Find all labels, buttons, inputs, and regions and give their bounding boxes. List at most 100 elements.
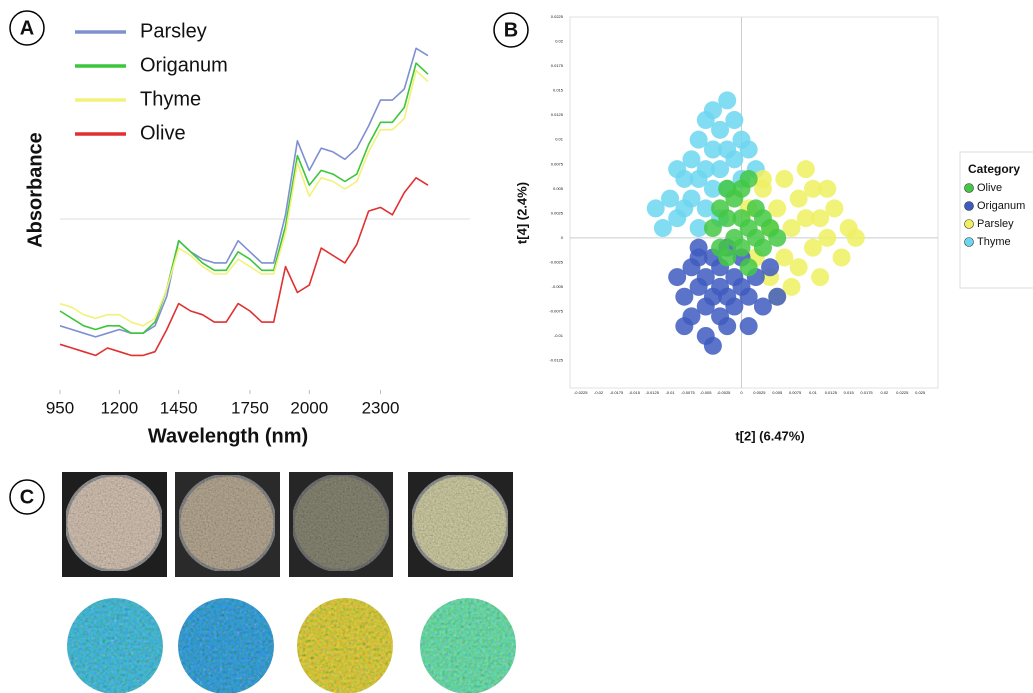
heat-maps <box>67 598 516 693</box>
legend-label: Olive <box>140 122 186 144</box>
legend-swatch <box>965 238 974 247</box>
legend-title: Category <box>968 162 1020 176</box>
x-tick-label: -0.01 <box>665 390 675 395</box>
x-tick-label: 2000 <box>290 398 328 417</box>
y-tick-label: 0.0175 <box>551 63 564 68</box>
x-tick-label: -0.005 <box>700 390 712 395</box>
legend-label: Origanum <box>977 200 1025 212</box>
panel-label: A <box>20 17 34 39</box>
y-tick-label: -0.0125 <box>549 358 563 363</box>
legend-label: Thyme <box>140 88 201 110</box>
legend-label: Thyme <box>977 236 1011 248</box>
point <box>740 170 758 188</box>
heat-map <box>420 598 516 693</box>
x-axis-label: t[2] (6.47%) <box>735 428 804 443</box>
x-tick-label: -0.015 <box>629 390 641 395</box>
y-tick-label: 0.02 <box>555 39 564 44</box>
point <box>740 258 758 276</box>
x-tick-label: 0.025 <box>915 390 926 395</box>
x-tick-label: 0.0075 <box>789 390 802 395</box>
x-tick-label: 1200 <box>100 398 138 417</box>
y-axis-label: t[4] (2.4%) <box>514 182 529 244</box>
data-line <box>60 63 428 333</box>
point <box>768 288 786 306</box>
y-tick-label: -0.0025 <box>549 259 563 264</box>
point <box>761 258 779 276</box>
x-tick-label: 950 <box>46 398 74 417</box>
photo-sample <box>293 475 389 571</box>
heat-map <box>67 598 163 693</box>
panel-label: B <box>504 19 518 41</box>
x-tick-label: -0.0025 <box>717 390 731 395</box>
y-tick-label: 0.015 <box>553 88 564 93</box>
panel-label: C <box>20 486 34 508</box>
legend-swatch <box>965 220 974 229</box>
point <box>790 258 808 276</box>
x-tick-label: 0.015 <box>844 390 855 395</box>
point <box>718 91 736 109</box>
x-axis-label: Wavelength (nm) <box>148 425 308 447</box>
data-line <box>60 48 428 337</box>
point <box>718 317 736 335</box>
point <box>797 160 815 178</box>
y-tick-label: -0.005 <box>552 284 564 289</box>
point <box>818 180 836 198</box>
data-line <box>60 71 428 326</box>
point <box>690 239 708 257</box>
x-tick-label: 1450 <box>160 398 198 417</box>
point <box>833 248 851 266</box>
photo-sample <box>412 475 508 571</box>
point <box>825 199 843 217</box>
legend-label: Parsley <box>140 20 207 42</box>
heat-map <box>178 598 274 693</box>
data-line <box>60 178 428 356</box>
y-tick-label: 0 <box>561 235 564 240</box>
y-tick-label: 0.005 <box>553 186 564 191</box>
point <box>740 317 758 335</box>
x-tick-label: 0.0025 <box>753 390 766 395</box>
point <box>704 337 722 355</box>
x-tick-label: -0.0175 <box>610 390 624 395</box>
x-tick-label: -0.02 <box>594 390 604 395</box>
legend-label: Origanum <box>140 54 228 76</box>
photo-sample <box>66 475 162 571</box>
x-tick-label: 0.0175 <box>860 390 873 395</box>
point <box>775 170 793 188</box>
point <box>725 111 743 129</box>
y-axis-label: Absorbance <box>24 132 46 248</box>
point <box>675 317 693 335</box>
point <box>818 229 836 247</box>
heat-map <box>297 598 393 693</box>
x-tick-label: -0.0125 <box>645 390 659 395</box>
x-tick-label: 0.0125 <box>825 390 838 395</box>
y-tick-label: -0.0075 <box>549 309 563 314</box>
x-tick-label: -0.0225 <box>574 390 588 395</box>
x-tick-label: 0.02 <box>881 390 890 395</box>
y-tick-label: 0.0125 <box>551 112 564 117</box>
y-tick-label: 0.0025 <box>551 210 564 215</box>
point <box>768 229 786 247</box>
legend-label: Parsley <box>977 218 1014 230</box>
point <box>668 160 686 178</box>
x-tick-label: 0.0225 <box>896 390 909 395</box>
legend-swatch <box>965 184 974 193</box>
figure: A B C Wavelength (nm) Absorbance t[2] (6… <box>0 0 1033 693</box>
x-tick-label: 0.01 <box>809 390 818 395</box>
y-tick-label: 0.01 <box>555 137 564 142</box>
legend-label: Olive <box>977 182 1002 194</box>
legend-swatch <box>965 202 974 211</box>
x-tick-label: 2300 <box>362 398 400 417</box>
point <box>718 180 736 198</box>
photo-sample <box>179 475 275 571</box>
point <box>740 141 758 159</box>
x-tick-label: -0.0075 <box>681 390 695 395</box>
y-tick-label: 0.0225 <box>551 14 564 19</box>
sample-photos <box>62 472 513 577</box>
point <box>811 268 829 286</box>
x-tick-label: 0 <box>740 390 743 395</box>
point <box>654 219 672 237</box>
y-tick-label: -0.01 <box>554 333 564 338</box>
x-tick-label: 0.005 <box>772 390 783 395</box>
y-tick-label: 0.0075 <box>551 161 564 166</box>
point <box>847 229 865 247</box>
